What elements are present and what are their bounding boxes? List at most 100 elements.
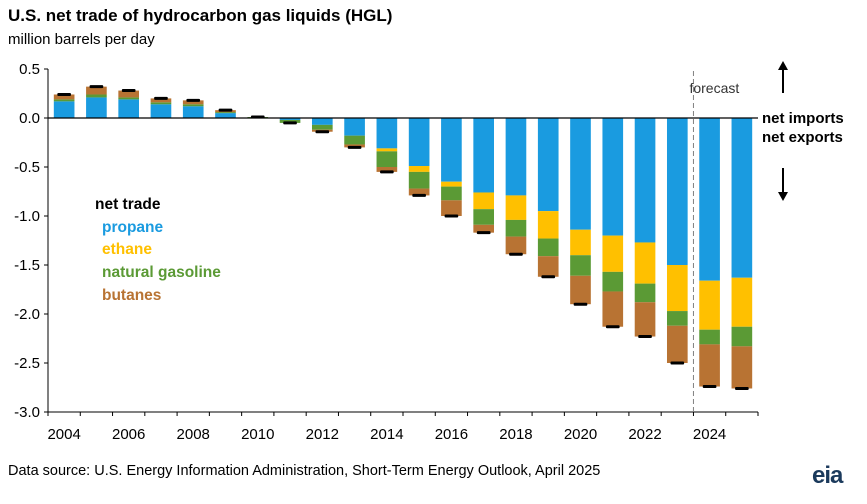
bar-butanes-2018 (505, 236, 527, 255)
bar-propane-2016 (441, 118, 462, 182)
y-tick-label: 0.0 (19, 110, 40, 127)
y-tick-label: -1.5 (14, 257, 40, 274)
bar-ethane-2021 (602, 235, 624, 272)
bar-ethane-2022 (634, 242, 656, 284)
bar-propane-2018 (505, 118, 527, 196)
bar-ethane-2024 (699, 280, 720, 330)
bar-propane-2005 (86, 97, 107, 118)
x-tick-label: 2010 (241, 426, 274, 443)
bar-propane-2021 (602, 118, 624, 236)
bar-natural-gasoline-2015 (408, 171, 430, 189)
y-tick-label: 0.5 (19, 61, 40, 78)
bar-butanes-2014 (376, 167, 398, 172)
bar-propane-2012 (311, 118, 333, 125)
total-marker-2021 (605, 325, 620, 329)
bar-natural-gasoline-2022 (634, 283, 656, 303)
y-tick-label: -2.0 (14, 306, 40, 323)
bar-natural-gasoline-2009 (215, 112, 236, 114)
legend: net trade propane ethane natural gasolin… (95, 196, 221, 304)
net-imports-label: net imports (762, 110, 844, 127)
x-tick-label: 2008 (177, 426, 210, 443)
bars-layer (53, 85, 753, 390)
forecast-label: forecast (689, 80, 739, 96)
total-marker-2013 (347, 145, 362, 149)
data-source-note: Data source: U.S. Energy Information Adm… (8, 463, 601, 479)
bar-natural-gasoline-2014 (376, 151, 398, 167)
bar-natural-gasoline-2004 (53, 99, 75, 102)
legend-item-butanes: butanes (102, 287, 161, 304)
bar-butanes-2017 (473, 224, 494, 233)
bar-ethane-2018 (505, 195, 527, 220)
eia-logo: eia (812, 462, 843, 489)
legend-item-ethane: ethane (102, 241, 152, 258)
total-marker-2025 (735, 386, 749, 390)
x-tick-label: 2004 (47, 426, 80, 443)
bar-butanes-2024 (699, 344, 720, 387)
bar-propane-2022 (634, 118, 656, 243)
bar-propane-2015 (408, 118, 430, 167)
bar-butanes-2006 (118, 90, 139, 98)
bar-butanes-2016 (441, 200, 462, 216)
x-tick-label: 2022 (628, 426, 661, 443)
chart-subtitle: million barrels per day (8, 31, 155, 48)
bar-natural-gasoline-2021 (602, 271, 624, 292)
bar-butanes-2008 (182, 100, 204, 105)
bar-butanes-2007 (150, 98, 172, 103)
bar-butanes-2015 (408, 188, 430, 196)
x-tick-label: 2006 (112, 426, 145, 443)
total-marker-2006 (121, 89, 136, 93)
bar-propane-2009 (215, 113, 236, 118)
bar-natural-gasoline-2020 (570, 255, 591, 276)
bar-propane-2020 (570, 118, 591, 230)
bar-propane-2017 (473, 118, 494, 193)
x-tick-label: 2014 (370, 426, 403, 443)
total-marker-2008 (186, 98, 201, 102)
total-marker-2007 (154, 96, 168, 100)
total-marker-2015 (412, 193, 426, 197)
bar-butanes-2004 (53, 94, 75, 100)
x-tick-label: 2020 (564, 426, 597, 443)
bar-propane-2013 (344, 118, 365, 136)
total-marker-2018 (509, 252, 523, 256)
x-tick-label: 2024 (693, 426, 726, 443)
total-marker-2024 (702, 385, 717, 389)
bar-ethane-2023 (666, 265, 688, 312)
total-marker-2005 (89, 85, 104, 89)
total-marker-2012 (315, 130, 330, 134)
bar-propane-2004 (53, 101, 75, 118)
bar-natural-gasoline-2007 (150, 102, 172, 105)
bar-ethane-2014 (376, 148, 398, 152)
bar-natural-gasoline-2016 (441, 186, 462, 201)
bar-propane-2024 (699, 118, 720, 281)
bar-butanes-2020 (570, 275, 591, 305)
bar-ethane-2025 (731, 277, 753, 327)
bar-natural-gasoline-2019 (537, 238, 559, 257)
bar-propane-2011 (279, 118, 301, 120)
total-marker-2019 (541, 275, 556, 279)
x-tick-label: 2018 (499, 426, 532, 443)
net-exports-label: net exports (762, 129, 843, 146)
bar-butanes-2021 (602, 291, 624, 327)
total-marker-2022 (638, 335, 652, 339)
bar-ethane-2017 (473, 192, 494, 210)
total-marker-2011 (283, 121, 297, 125)
bar-butanes-2025 (731, 346, 753, 389)
bar-natural-gasoline-2008 (182, 104, 204, 107)
total-marker-2023 (670, 361, 685, 365)
bar-propane-2014 (376, 118, 398, 149)
y-tick-label: -1.0 (14, 208, 40, 225)
x-tick-label: 2016 (435, 426, 468, 443)
bar-ethane-2020 (570, 229, 591, 256)
y-tick-label: -2.5 (14, 355, 40, 372)
bar-propane-2019 (537, 118, 559, 212)
bar-natural-gasoline-2013 (344, 135, 365, 145)
bar-ethane-2019 (537, 211, 559, 239)
chart-title: U.S. net trade of hydrocarbon gas liquid… (8, 6, 393, 25)
net-exports-arrow (778, 168, 788, 201)
total-marker-2016 (444, 214, 459, 218)
net-imports-arrow (778, 61, 788, 93)
bar-propane-2008 (182, 106, 204, 118)
bar-natural-gasoline-2018 (505, 219, 527, 237)
bar-natural-gasoline-2017 (473, 209, 494, 225)
